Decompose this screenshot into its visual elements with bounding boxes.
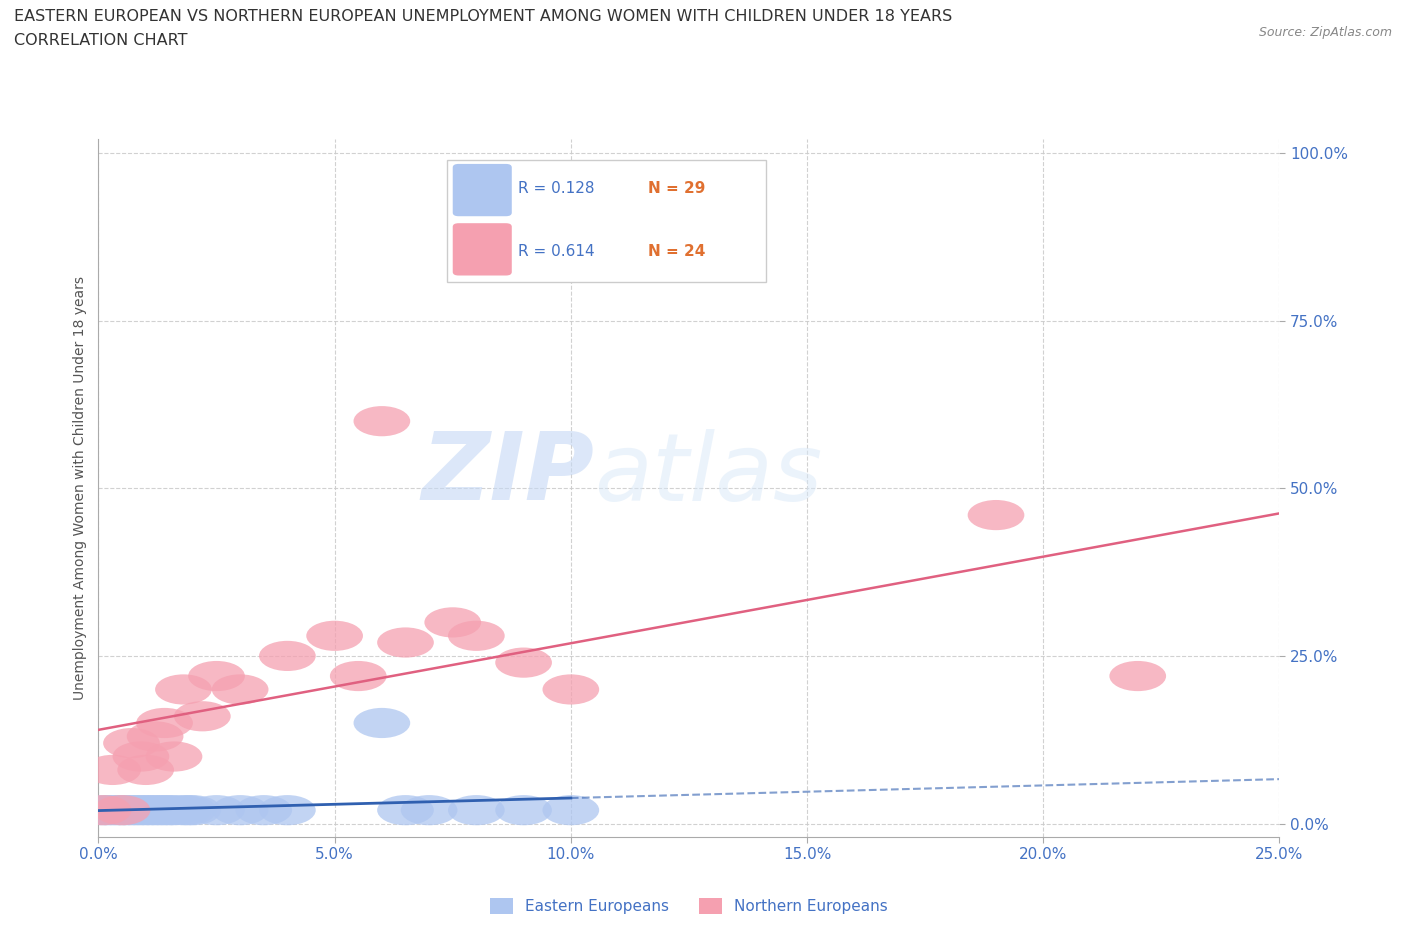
Ellipse shape	[94, 795, 150, 825]
Ellipse shape	[495, 647, 553, 678]
Ellipse shape	[188, 661, 245, 691]
Ellipse shape	[112, 741, 169, 772]
Ellipse shape	[377, 795, 434, 825]
Ellipse shape	[543, 795, 599, 825]
Ellipse shape	[235, 795, 292, 825]
Ellipse shape	[449, 620, 505, 651]
Text: atlas: atlas	[595, 429, 823, 520]
Ellipse shape	[307, 620, 363, 651]
Ellipse shape	[212, 674, 269, 705]
Y-axis label: Unemployment Among Women with Children Under 18 years: Unemployment Among Women with Children U…	[73, 276, 87, 700]
Ellipse shape	[146, 741, 202, 772]
Text: R = 0.128: R = 0.128	[517, 180, 595, 196]
Text: ZIP: ZIP	[422, 429, 595, 520]
Text: R = 0.614: R = 0.614	[517, 244, 595, 259]
Text: EASTERN EUROPEAN VS NORTHERN EUROPEAN UNEMPLOYMENT AMONG WOMEN WITH CHILDREN UND: EASTERN EUROPEAN VS NORTHERN EUROPEAN UN…	[14, 9, 952, 24]
FancyBboxPatch shape	[453, 223, 512, 275]
Ellipse shape	[112, 795, 169, 825]
Ellipse shape	[353, 406, 411, 436]
Ellipse shape	[146, 795, 202, 825]
Ellipse shape	[160, 795, 217, 825]
Ellipse shape	[127, 722, 183, 751]
Ellipse shape	[425, 607, 481, 637]
Ellipse shape	[401, 795, 457, 825]
Legend: Eastern Europeans, Northern Europeans: Eastern Europeans, Northern Europeans	[484, 892, 894, 920]
Ellipse shape	[377, 628, 434, 658]
Ellipse shape	[103, 728, 160, 758]
Ellipse shape	[353, 708, 411, 738]
Ellipse shape	[188, 795, 245, 825]
Text: CORRELATION CHART: CORRELATION CHART	[14, 33, 187, 47]
Ellipse shape	[1109, 661, 1166, 691]
Ellipse shape	[155, 674, 212, 705]
Ellipse shape	[132, 795, 188, 825]
Text: N = 24: N = 24	[648, 244, 704, 259]
Ellipse shape	[165, 795, 221, 825]
Ellipse shape	[94, 795, 150, 825]
Ellipse shape	[136, 795, 193, 825]
Ellipse shape	[259, 795, 316, 825]
Ellipse shape	[212, 795, 269, 825]
Ellipse shape	[80, 795, 136, 825]
Text: N = 29: N = 29	[648, 180, 704, 196]
Ellipse shape	[108, 795, 165, 825]
Ellipse shape	[98, 795, 155, 825]
Ellipse shape	[75, 795, 132, 825]
Ellipse shape	[330, 661, 387, 691]
Ellipse shape	[122, 795, 179, 825]
Text: Source: ZipAtlas.com: Source: ZipAtlas.com	[1258, 26, 1392, 39]
Ellipse shape	[174, 701, 231, 731]
Ellipse shape	[141, 795, 198, 825]
Ellipse shape	[89, 795, 146, 825]
Ellipse shape	[155, 795, 212, 825]
Ellipse shape	[84, 755, 141, 785]
Ellipse shape	[127, 795, 183, 825]
Ellipse shape	[495, 795, 553, 825]
Ellipse shape	[103, 795, 160, 825]
Ellipse shape	[543, 674, 599, 705]
Ellipse shape	[449, 795, 505, 825]
FancyBboxPatch shape	[447, 161, 766, 283]
FancyBboxPatch shape	[453, 164, 512, 217]
Ellipse shape	[136, 708, 193, 738]
Ellipse shape	[259, 641, 316, 671]
Ellipse shape	[117, 755, 174, 785]
Ellipse shape	[967, 500, 1025, 530]
Ellipse shape	[117, 795, 174, 825]
Ellipse shape	[84, 795, 141, 825]
Ellipse shape	[75, 795, 132, 825]
